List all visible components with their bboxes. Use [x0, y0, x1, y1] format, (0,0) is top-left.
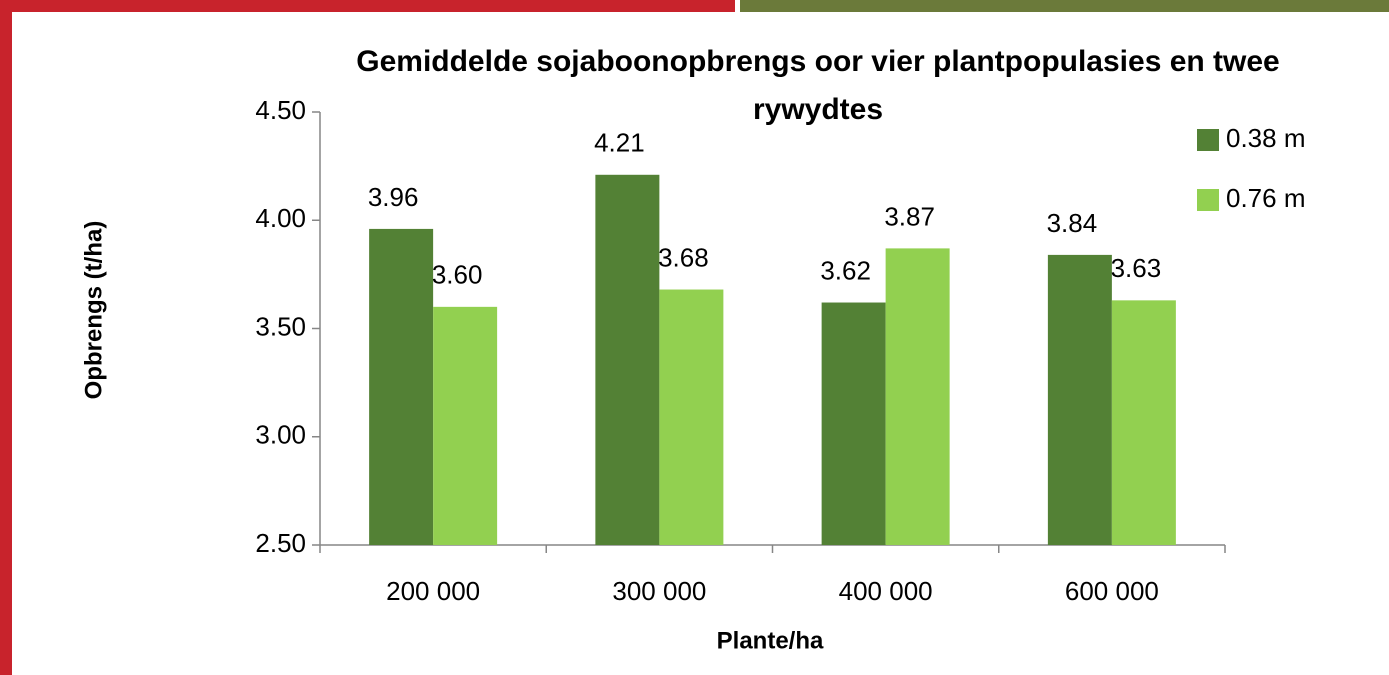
y-tick-label: 3.00 — [255, 420, 306, 450]
x-tick-label: 200 000 — [386, 576, 480, 606]
bar — [1112, 300, 1176, 545]
data-label: 3.60 — [432, 260, 483, 290]
y-tick-label: 2.50 — [255, 528, 306, 558]
y-axis-label: Opbrengs (t/ha) — [80, 221, 107, 400]
data-label: 3.63 — [1111, 253, 1162, 283]
bar — [822, 303, 886, 545]
frame-left — [0, 0, 12, 675]
x-axis-label: Plante/ha — [717, 627, 824, 654]
photo-strip — [740, 0, 1389, 12]
page: {"chart_data": {"type": "bar", "title": … — [0, 0, 1389, 675]
bar — [595, 175, 659, 545]
frame-top — [0, 0, 735, 12]
data-label: 3.62 — [820, 255, 871, 285]
x-tick-label: 400 000 — [839, 576, 933, 606]
y-tick-label: 4.00 — [255, 203, 306, 233]
legend-label: 0.76 m — [1226, 183, 1306, 213]
x-tick-label: 600 000 — [1065, 576, 1159, 606]
chart-title: Gemiddelde sojaboonopbrengs oor vier pla… — [318, 38, 1318, 134]
bar — [369, 229, 433, 545]
y-tick-label: 4.50 — [255, 95, 306, 125]
bar — [1048, 255, 1112, 545]
bar — [886, 248, 950, 545]
bar — [659, 290, 723, 545]
data-label: 3.68 — [658, 242, 709, 272]
data-label: 3.87 — [884, 201, 935, 231]
data-label: 3.84 — [1047, 208, 1098, 238]
y-tick-label: 3.50 — [255, 311, 306, 341]
bar — [433, 307, 497, 545]
data-label: 3.96 — [368, 182, 419, 212]
legend-swatch — [1197, 189, 1219, 211]
x-tick-label: 300 000 — [612, 576, 706, 606]
